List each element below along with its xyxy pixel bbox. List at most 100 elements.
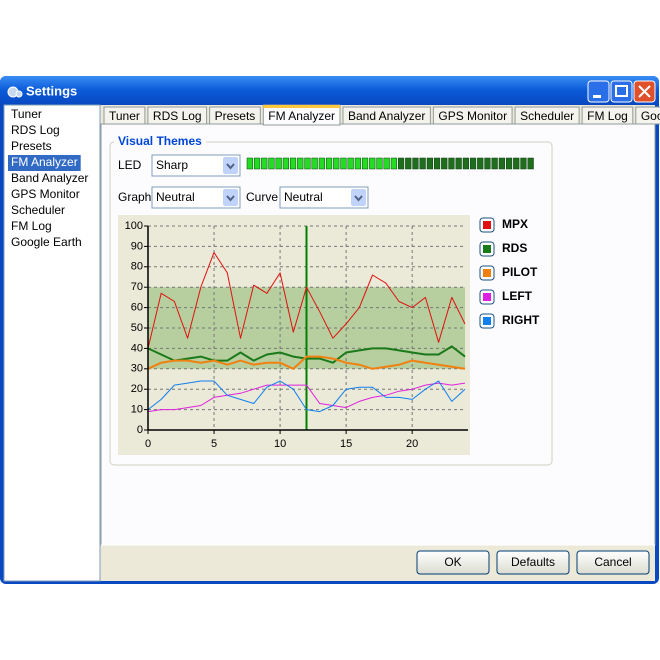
sidebar-item[interactable]: FM Analyzer [11,155,78,169]
legend-swatch [483,269,491,277]
y-tick-label: 10 [131,404,143,416]
legend-label: PILOT [502,265,538,279]
led-segment [246,157,253,170]
legend-label: RIGHT [502,313,540,327]
led-segment [462,157,469,170]
led-segment [405,157,412,170]
legend-item: PILOT [479,265,538,281]
minimize-button[interactable] [587,80,610,103]
button[interactable]: Defaults [496,550,570,575]
sidebar-item[interactable]: Google Earth [11,235,82,249]
led-segment [340,157,347,170]
legend-swatch [483,221,491,229]
y-tick-label: 20 [131,383,143,395]
curve-select[interactable] [279,186,369,209]
x-tick-label: 20 [406,438,418,450]
title-bar [0,76,659,105]
window-title: Settings [26,83,77,98]
tab-label[interactable]: FM Analyzer [268,109,335,123]
button-label[interactable]: Cancel [594,555,631,569]
sidebar-item[interactable]: GPS Monitor [11,187,80,201]
sidebar-item[interactable]: Scheduler [11,203,65,217]
tab-background [514,106,580,125]
series-line [147,252,466,349]
tab[interactable]: Presets [209,106,261,125]
close-button[interactable] [633,80,656,103]
series-line [147,355,466,370]
led-segment [318,157,325,170]
tab-label[interactable]: RDS Log [153,109,202,123]
sidebar-item[interactable]: Band Analyzer [11,171,88,185]
y-tick-label: 0 [137,424,143,436]
button-label[interactable]: OK [444,555,461,569]
led-segment [354,157,361,170]
led-segment [282,157,289,170]
led-segment [361,157,369,170]
app-icon [7,86,23,98]
led-segment [347,157,354,170]
graph-select[interactable] [151,186,241,209]
tab-label[interactable]: Scheduler [520,109,574,123]
sidebar-item[interactable]: Tuner [11,107,42,121]
tab-label[interactable]: Presets [215,109,256,123]
tab-background [635,106,660,125]
maximize-button[interactable] [610,80,633,103]
led-select-value: Sharp [156,158,188,172]
group-box [109,141,553,466]
tab-background [342,106,431,125]
led-segment [390,157,397,170]
led-segment [304,157,311,170]
button-label[interactable]: Defaults [511,555,555,569]
tab[interactable]: Scheduler [514,106,580,125]
led-segment [325,157,333,170]
y-tick-label: 40 [131,342,143,354]
group-title-bg [114,135,206,149]
led-segment [441,157,448,170]
led-segment [333,157,340,170]
legend-swatch [483,245,491,253]
y-tick-label: 100 [125,220,143,232]
sidebar-item[interactable]: FM Log [11,219,52,233]
tab[interactable]: RDS Log [147,106,208,125]
led-segment [426,157,433,170]
tab-background [103,106,146,125]
tab-label[interactable]: GPS Monitor [438,109,507,123]
led-segment [505,157,513,170]
led-segment [289,157,297,170]
tab[interactable]: Google Earth [635,106,660,125]
led-segment [297,157,304,170]
tab[interactable]: FM Log [581,106,634,125]
tab-highlight [263,105,340,108]
button-face [576,550,650,575]
sidebar-item[interactable]: RDS Log [11,123,60,137]
tab[interactable]: Band Analyzer [342,106,431,125]
led-segment [376,157,383,170]
led-segment [275,157,282,170]
led-segment [311,157,318,170]
legend-label: RDS [502,241,527,255]
legend-item: LEFT [479,289,533,305]
tab[interactable]: Tuner [103,106,146,125]
button-face [496,550,570,575]
led-segment [419,157,426,170]
led-select[interactable] [151,154,241,177]
x-tick-label: 5 [211,438,217,450]
sidebar [3,104,101,582]
tab[interactable]: FM Analyzer [262,104,341,126]
tab-label[interactable]: Google Earth [641,109,660,123]
legend-label: LEFT [502,289,533,303]
tab-label[interactable]: FM Log [587,109,628,123]
tab[interactable]: GPS Monitor [432,106,513,125]
button[interactable]: Cancel [576,550,650,575]
graph-label: Graph [118,190,151,204]
group-title: Visual Themes [118,134,202,148]
tab-label[interactable]: Tuner [109,109,140,123]
sidebar-item[interactable]: Presets [11,139,52,153]
led-segment [369,157,376,170]
button[interactable]: OK [416,550,490,575]
x-tick-label: 0 [145,438,151,450]
y-tick-label: 90 [131,240,143,252]
legend-item: RDS [479,241,527,257]
series-line [147,345,466,364]
tab-label[interactable]: Band Analyzer [348,109,425,123]
